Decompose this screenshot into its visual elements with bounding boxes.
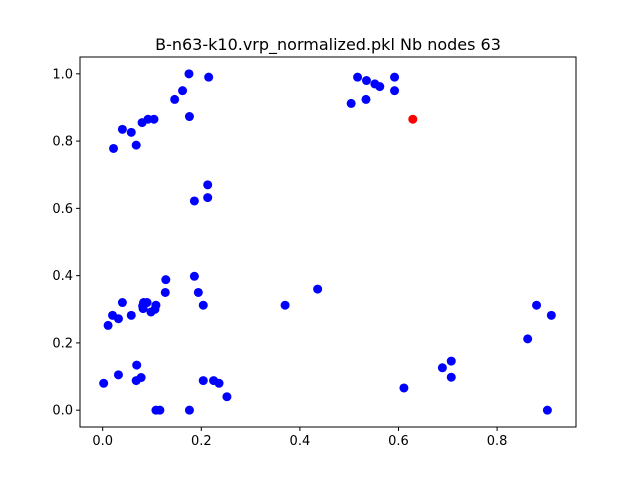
data-point: [113, 370, 123, 380]
data-point: [126, 127, 136, 137]
data-point: [131, 376, 141, 386]
data-point: [146, 307, 156, 317]
data-point: [149, 114, 159, 124]
y-tick-label: 0.8: [52, 135, 73, 150]
data-point: [193, 287, 203, 297]
data-point: [203, 193, 213, 203]
x-tick-label: 0.4: [290, 434, 311, 449]
data-point: [161, 275, 171, 285]
data-point: [214, 378, 224, 388]
data-point: [184, 69, 194, 79]
data-point: [131, 140, 141, 150]
data-point: [222, 392, 232, 402]
data-point: [198, 376, 208, 386]
data-point: [532, 300, 542, 310]
plot-frame: [79, 56, 577, 428]
data-point: [184, 112, 194, 122]
data-point: [170, 94, 180, 104]
data-point: [126, 310, 136, 320]
data-point: [204, 72, 214, 82]
x-tick-label: 0.6: [388, 434, 409, 449]
data-points: [99, 69, 556, 415]
data-point: [109, 143, 119, 153]
data-point: [280, 300, 290, 310]
x-axis: 0.0 0.2 0.4 0.6 0.8: [92, 427, 507, 449]
data-point: [446, 372, 456, 382]
data-point: [361, 76, 371, 86]
y-tick-label: 0.0: [52, 404, 73, 419]
data-point: [189, 271, 199, 281]
data-point: [198, 300, 208, 310]
data-point: [203, 180, 213, 190]
data-point: [437, 363, 447, 373]
y-tick-label: 1.0: [52, 67, 73, 82]
data-point: [353, 72, 363, 82]
y-tick-label: 0.2: [52, 336, 73, 351]
data-point: [542, 405, 552, 415]
data-point: [313, 284, 323, 294]
data-point: [132, 360, 142, 370]
depot-point: [408, 114, 418, 124]
data-point: [523, 334, 533, 344]
data-point: [546, 310, 556, 320]
data-point: [160, 287, 170, 297]
data-point: [178, 86, 188, 96]
data-point: [137, 118, 147, 128]
data-point: [103, 320, 113, 330]
data-point: [189, 196, 199, 206]
x-tick-label: 0.2: [191, 434, 212, 449]
data-point: [113, 314, 123, 324]
data-point: [375, 82, 385, 92]
data-point: [155, 405, 165, 415]
x-tick-label: 0.0: [92, 434, 113, 449]
chart-title: B-n63-k10.vrp_normalized.pkl Nb nodes 63: [155, 35, 501, 55]
data-point: [390, 86, 400, 96]
y-axis: 0.0 0.2 0.4 0.6 0.8 1.0: [52, 67, 80, 419]
data-point: [138, 304, 148, 314]
data-point: [361, 94, 371, 104]
data-point: [117, 124, 127, 134]
data-point: [184, 405, 194, 415]
data-point: [390, 72, 400, 82]
data-point: [399, 383, 409, 393]
x-tick-label: 0.8: [487, 434, 508, 449]
data-point: [99, 378, 109, 388]
data-point: [446, 356, 456, 366]
y-tick-label: 0.4: [52, 269, 73, 284]
data-point: [117, 298, 127, 308]
data-point: [346, 98, 356, 108]
y-tick-label: 0.6: [52, 202, 73, 217]
